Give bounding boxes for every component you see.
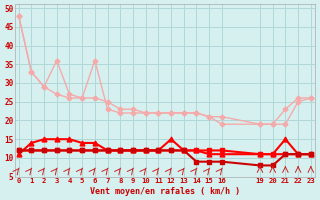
X-axis label: Vent moyen/en rafales ( km/h ): Vent moyen/en rafales ( km/h ) xyxy=(90,187,240,196)
